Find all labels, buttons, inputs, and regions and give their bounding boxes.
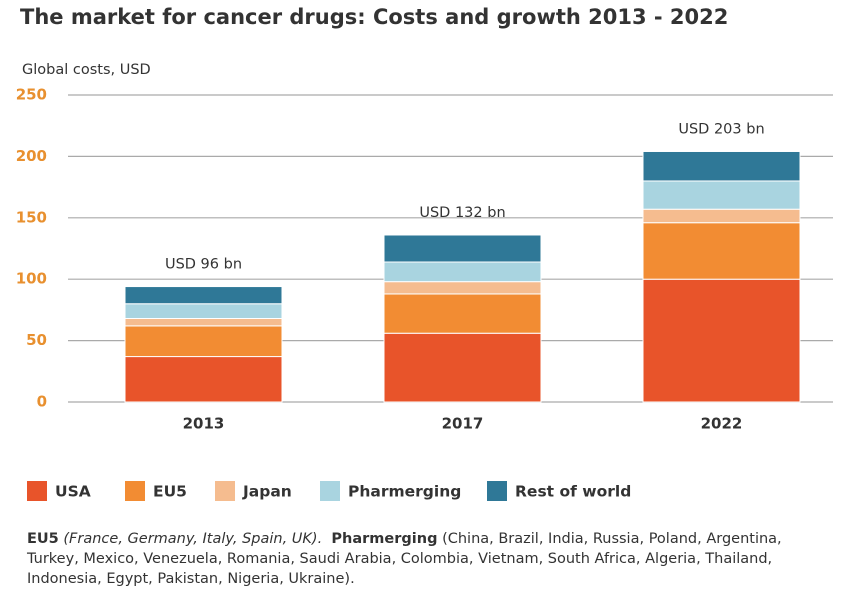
- y-tick-label: 150: [16, 208, 47, 226]
- y-tick-label: 200: [16, 147, 47, 165]
- y-tick-label: 0: [37, 393, 47, 411]
- bar-segment: [124, 317, 283, 327]
- bar-segment: [383, 281, 542, 295]
- bar-segment: [642, 150, 801, 182]
- bar-segment: [124, 303, 283, 319]
- bar-segment: [124, 325, 283, 358]
- note-text: (China, Brazil, India, Russia, Poland, A…: [27, 531, 782, 587]
- bar-segment: [383, 293, 542, 334]
- footnote: EU5 (France, Germany, Italy, Spain, UK).…: [27, 529, 827, 589]
- legend-label: Rest of world: [515, 483, 631, 501]
- x-tick-label: 2017: [442, 415, 484, 433]
- bar-segment: [642, 222, 801, 280]
- note-term: EU5: [27, 531, 59, 547]
- note-term: Pharmerging: [331, 531, 438, 547]
- bar-segment: [642, 180, 801, 210]
- bar-segment: [642, 278, 801, 403]
- y-tick-label: 250: [16, 86, 47, 104]
- x-tick-label: 2013: [183, 415, 225, 433]
- y-tick-label: 50: [26, 331, 47, 349]
- bar-segment: [383, 234, 542, 263]
- chart: The market for cancer drugs: Costs and g…: [16, 5, 833, 501]
- bar-segment: [124, 286, 283, 305]
- note-text: (France, Germany, Italy, Spain, UK).: [63, 531, 323, 547]
- y-axis-label: Global costs, USD: [22, 62, 151, 78]
- bar-segment: [383, 332, 542, 403]
- chart-title: The market for cancer drugs: Costs and g…: [20, 5, 728, 29]
- legend-label: Japan: [242, 483, 292, 501]
- legend-swatch: [125, 481, 145, 501]
- legend-swatch: [487, 481, 507, 501]
- legend-label: Pharmerging: [348, 483, 461, 501]
- total-label: USD 203 bn: [678, 121, 764, 137]
- total-label: USD 96 bn: [165, 257, 242, 273]
- bar-segment: [642, 208, 801, 224]
- bar-segment: [383, 261, 542, 283]
- legend-label: EU5: [153, 483, 187, 501]
- legend-swatch: [320, 481, 340, 501]
- x-tick-label: 2022: [701, 415, 743, 433]
- bar-segment: [124, 356, 283, 403]
- legend-swatch: [27, 481, 47, 501]
- y-tick-label: 100: [16, 270, 47, 288]
- total-label: USD 132 bn: [419, 205, 505, 221]
- legend-swatch: [215, 481, 235, 501]
- legend-label: USA: [55, 483, 91, 501]
